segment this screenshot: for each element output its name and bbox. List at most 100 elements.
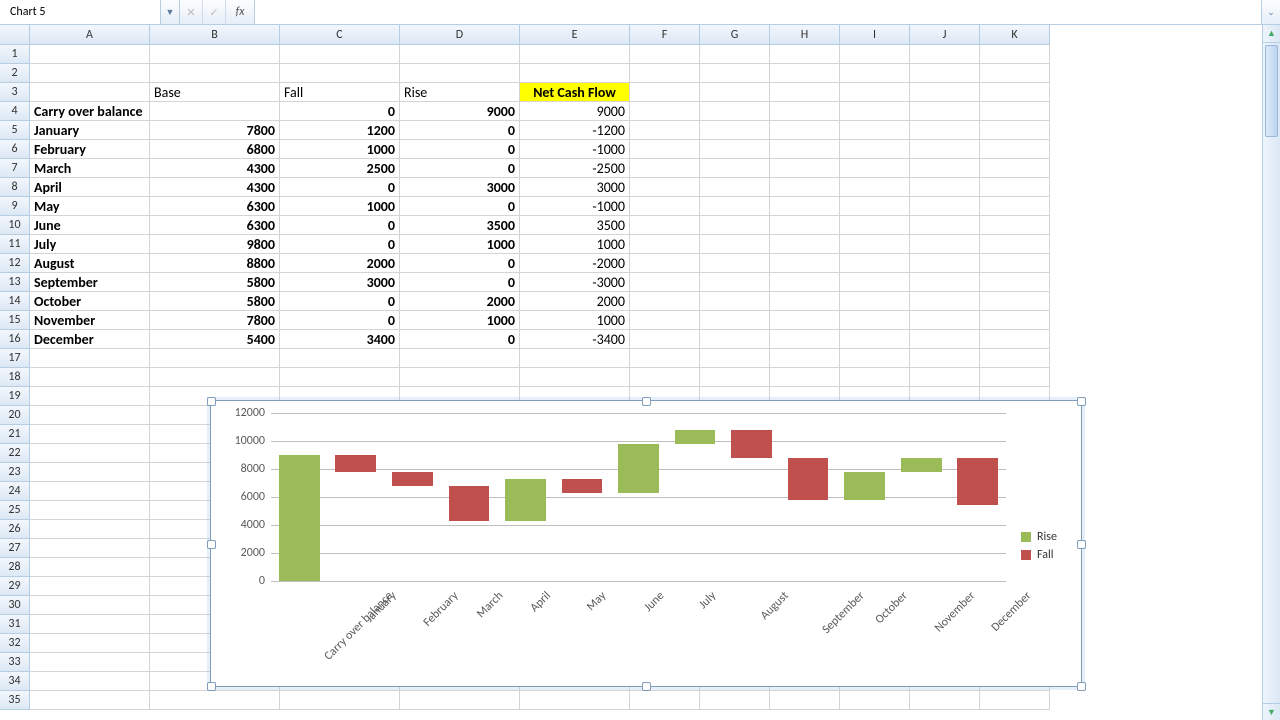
cell[interactable]: [770, 311, 840, 330]
row-header[interactable]: 12: [0, 254, 30, 273]
chart-bar-fall[interactable]: [788, 458, 829, 500]
cell[interactable]: [910, 235, 980, 254]
column-header[interactable]: D: [400, 25, 520, 45]
cell[interactable]: [150, 102, 280, 121]
vertical-scrollbar[interactable]: ▲ ▼: [1262, 25, 1280, 720]
select-all-corner[interactable]: [0, 25, 30, 45]
cell[interactable]: 8800: [150, 254, 280, 273]
row-header[interactable]: 20: [0, 406, 30, 425]
cell[interactable]: [30, 615, 150, 634]
cell[interactable]: 5800: [150, 292, 280, 311]
cell[interactable]: [840, 349, 910, 368]
row-header[interactable]: 17: [0, 349, 30, 368]
row-header[interactable]: 13: [0, 273, 30, 292]
cell[interactable]: -2000: [520, 254, 630, 273]
row-header[interactable]: 27: [0, 539, 30, 558]
cell[interactable]: [30, 634, 150, 653]
cell[interactable]: June: [30, 216, 150, 235]
cell[interactable]: [280, 64, 400, 83]
row-header[interactable]: 23: [0, 463, 30, 482]
row-header[interactable]: 6: [0, 140, 30, 159]
chart-bar-rise[interactable]: [279, 455, 320, 581]
cell[interactable]: [30, 406, 150, 425]
cell[interactable]: 3400: [280, 330, 400, 349]
column-header[interactable]: F: [630, 25, 700, 45]
cell[interactable]: February: [30, 140, 150, 159]
cell[interactable]: [700, 254, 770, 273]
cell[interactable]: [400, 45, 520, 64]
cell[interactable]: -1200: [520, 121, 630, 140]
row-header[interactable]: 8: [0, 178, 30, 197]
cell[interactable]: [150, 349, 280, 368]
cell[interactable]: [630, 292, 700, 311]
chart-bar-rise[interactable]: [618, 444, 659, 493]
cell[interactable]: [700, 45, 770, 64]
cell[interactable]: [520, 349, 630, 368]
row-header[interactable]: 25: [0, 501, 30, 520]
cell[interactable]: March: [30, 159, 150, 178]
cell[interactable]: [630, 64, 700, 83]
cell[interactable]: 1000: [400, 235, 520, 254]
cell[interactable]: [910, 178, 980, 197]
column-header[interactable]: H: [770, 25, 840, 45]
chart-resize-handle[interactable]: [207, 682, 216, 691]
cell[interactable]: [630, 121, 700, 140]
cell[interactable]: [30, 387, 150, 406]
cell[interactable]: [840, 330, 910, 349]
cell[interactable]: 0: [400, 197, 520, 216]
cell[interactable]: [910, 45, 980, 64]
chart-bar-fall[interactable]: [449, 486, 490, 521]
cell[interactable]: [840, 368, 910, 387]
row-header[interactable]: 33: [0, 653, 30, 672]
cell[interactable]: 2000: [280, 254, 400, 273]
cell[interactable]: 2500: [280, 159, 400, 178]
cell[interactable]: 3000: [400, 178, 520, 197]
scroll-down-icon[interactable]: ▼: [1263, 703, 1280, 720]
cell[interactable]: [980, 311, 1050, 330]
cell[interactable]: [150, 691, 280, 710]
embedded-chart[interactable]: 020004000600080001000012000 RiseFall Car…: [210, 400, 1082, 687]
cell[interactable]: 1000: [520, 235, 630, 254]
cell[interactable]: [980, 178, 1050, 197]
cell[interactable]: [630, 178, 700, 197]
cell[interactable]: [150, 64, 280, 83]
cell[interactable]: [30, 558, 150, 577]
cell[interactable]: [700, 273, 770, 292]
cell[interactable]: 3000: [280, 273, 400, 292]
cell[interactable]: [700, 140, 770, 159]
cell[interactable]: [770, 254, 840, 273]
row-header[interactable]: 28: [0, 558, 30, 577]
chart-resize-handle[interactable]: [1077, 540, 1086, 549]
cell[interactable]: [30, 64, 150, 83]
cell[interactable]: 0: [400, 140, 520, 159]
cell[interactable]: -1000: [520, 140, 630, 159]
name-box-dropdown-icon[interactable]: ▼: [161, 0, 180, 24]
cell[interactable]: [30, 349, 150, 368]
chart-resize-handle[interactable]: [207, 540, 216, 549]
column-header[interactable]: J: [910, 25, 980, 45]
cell[interactable]: 9000: [400, 102, 520, 121]
chart-bar-rise[interactable]: [901, 458, 942, 472]
cell[interactable]: [30, 425, 150, 444]
cell[interactable]: [980, 45, 1050, 64]
cell[interactable]: [980, 330, 1050, 349]
cell[interactable]: [700, 159, 770, 178]
cell[interactable]: [840, 45, 910, 64]
row-header[interactable]: 9: [0, 197, 30, 216]
cell[interactable]: [520, 691, 630, 710]
row-header[interactable]: 2: [0, 64, 30, 83]
cell[interactable]: [980, 691, 1050, 710]
cell[interactable]: 0: [280, 292, 400, 311]
cell[interactable]: 6300: [150, 197, 280, 216]
row-header[interactable]: 30: [0, 596, 30, 615]
cell[interactable]: [910, 121, 980, 140]
chart-bar-fall[interactable]: [392, 472, 433, 486]
cell[interactable]: 5800: [150, 273, 280, 292]
cell[interactable]: [980, 349, 1050, 368]
cell[interactable]: [840, 140, 910, 159]
row-header[interactable]: 5: [0, 121, 30, 140]
formula-input[interactable]: [255, 0, 1261, 24]
cell[interactable]: [840, 216, 910, 235]
cell[interactable]: 3000: [520, 178, 630, 197]
cell[interactable]: [700, 349, 770, 368]
